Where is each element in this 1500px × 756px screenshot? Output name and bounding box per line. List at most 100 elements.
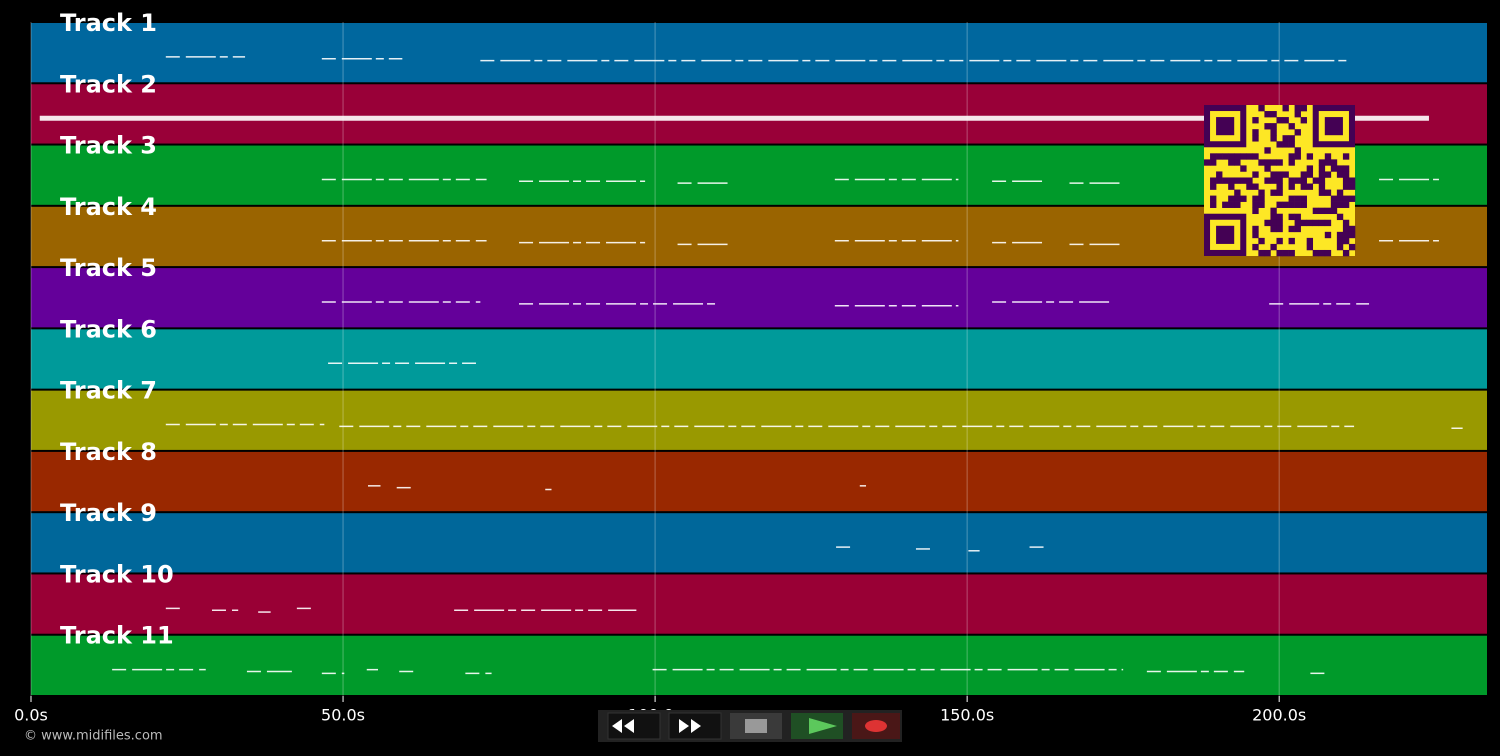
track-label: Track 8 <box>60 438 157 466</box>
stop-button[interactable] <box>730 713 782 739</box>
qr-cell <box>1348 177 1356 184</box>
qr-cell <box>1288 225 1295 233</box>
track-band <box>31 268 1487 328</box>
qr-cell <box>1342 231 1350 239</box>
qr-cell <box>1342 165 1350 172</box>
qr-cell <box>1318 159 1326 166</box>
qr-cell <box>1342 201 1350 208</box>
qr-cell <box>1252 153 1259 160</box>
qr-cell <box>1252 207 1259 215</box>
qr-cell <box>1306 171 1314 178</box>
qr-cell <box>1336 231 1344 239</box>
qr-cell <box>1264 159 1271 166</box>
qr-cell <box>1258 105 1265 112</box>
qr-cell <box>1246 177 1253 184</box>
qr-cell <box>1276 213 1283 221</box>
qr-cell <box>1276 237 1283 245</box>
qr-cell <box>1324 249 1332 257</box>
track-label: Track 9 <box>60 499 157 527</box>
record-button[interactable] <box>852 713 900 739</box>
qr-cell <box>1234 201 1241 208</box>
qr-cell <box>1276 219 1283 227</box>
qr-cell <box>1288 153 1295 160</box>
qr-cell <box>1240 177 1247 184</box>
qr-cell <box>1270 171 1277 178</box>
qr-cell <box>1246 183 1253 190</box>
qr-cell <box>1312 177 1320 184</box>
qr-cell <box>1282 141 1289 148</box>
qr-finder <box>1204 213 1247 257</box>
qr-cell <box>1288 183 1295 190</box>
track-band <box>31 635 1487 695</box>
qr-cell <box>1336 237 1344 245</box>
qr-cell <box>1312 249 1320 257</box>
qr-cell <box>1342 219 1350 227</box>
track-label: Track 11 <box>60 622 174 650</box>
qr-cell <box>1342 183 1350 190</box>
qr-cell <box>1294 111 1301 118</box>
qr-cell <box>1276 141 1283 148</box>
qr-cell <box>1258 237 1265 245</box>
qr-cell <box>1228 153 1235 160</box>
qr-cell <box>1288 249 1295 257</box>
qr-cell <box>1270 189 1277 196</box>
qr-cell <box>1228 201 1235 208</box>
qr-finder <box>1216 117 1235 136</box>
qr-cell <box>1288 123 1295 130</box>
forward-button[interactable] <box>668 712 722 740</box>
qr-cell <box>1318 165 1326 172</box>
qr-cell <box>1252 201 1259 208</box>
track-label: Track 2 <box>60 70 157 98</box>
qr-cell <box>1342 237 1350 245</box>
track-label: Track 3 <box>60 132 157 160</box>
qr-cell <box>1270 243 1277 251</box>
track-label: Track 4 <box>60 193 157 221</box>
qr-cell <box>1234 153 1241 160</box>
qr-cell <box>1282 117 1289 124</box>
qr-cell <box>1252 135 1259 142</box>
qr-finder <box>1312 104 1355 148</box>
x-tick-label: 150.0s <box>940 706 994 725</box>
qr-cell <box>1270 159 1277 166</box>
qr-cell <box>1270 225 1277 233</box>
qr-cell <box>1312 207 1320 215</box>
qr-cell <box>1336 243 1344 251</box>
qr-cell <box>1294 201 1301 208</box>
qr-cell <box>1288 159 1295 166</box>
qr-cell <box>1228 195 1235 202</box>
track-band <box>31 23 1487 83</box>
qr-cell <box>1300 201 1307 208</box>
qr-cell <box>1336 195 1344 202</box>
qr-cell <box>1342 153 1350 160</box>
qr-cell <box>1294 105 1301 112</box>
track-label: Track 5 <box>60 254 157 282</box>
copyright: © www.midifiles.com <box>24 729 163 744</box>
track-label: Track 1 <box>60 9 157 37</box>
qr-cell <box>1330 165 1338 172</box>
rewind-button[interactable] <box>607 712 661 740</box>
track-band <box>31 329 1487 389</box>
qr-cell <box>1270 135 1277 142</box>
qr-cell <box>1258 189 1265 196</box>
qr-cell <box>1210 195 1217 202</box>
qr-cell <box>1264 147 1271 154</box>
qr-cell <box>1282 135 1289 142</box>
play-button[interactable] <box>791 713 843 739</box>
qr-cell <box>1270 219 1277 227</box>
qr-cell <box>1276 177 1283 184</box>
qr-cell <box>1324 153 1332 160</box>
qr-cell <box>1210 159 1217 166</box>
qr-cell <box>1282 105 1289 112</box>
qr-cell <box>1348 243 1356 251</box>
qr-cell <box>1324 159 1332 166</box>
qr-cell <box>1342 249 1350 257</box>
qr-cell <box>1318 177 1326 184</box>
track-band <box>31 390 1487 450</box>
qr-cell <box>1264 165 1271 172</box>
qr-cell <box>1318 249 1326 257</box>
qr-cell <box>1288 141 1295 148</box>
qr-cell <box>1252 129 1259 136</box>
qr-cell <box>1270 123 1277 130</box>
track-label: Track 10 <box>60 560 174 588</box>
